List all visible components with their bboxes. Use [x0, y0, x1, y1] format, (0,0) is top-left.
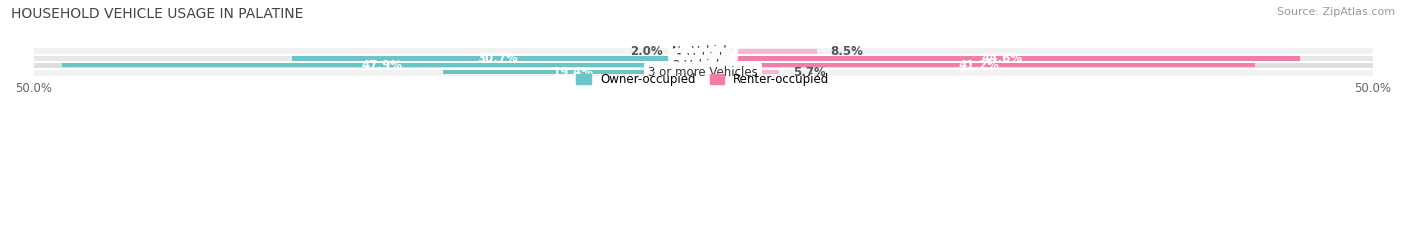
- Bar: [703, 63, 1254, 68]
- Text: 30.7%: 30.7%: [477, 52, 517, 65]
- Text: 5.7%: 5.7%: [793, 66, 825, 79]
- Text: 2.0%: 2.0%: [630, 45, 662, 58]
- Text: Source: ZipAtlas.com: Source: ZipAtlas.com: [1277, 7, 1395, 17]
- Bar: [703, 49, 817, 54]
- Text: 44.6%: 44.6%: [981, 52, 1022, 65]
- Text: 41.2%: 41.2%: [959, 59, 1000, 72]
- Bar: [34, 62, 1372, 69]
- Bar: [34, 55, 1372, 62]
- Bar: [34, 69, 1372, 76]
- Bar: [443, 70, 703, 74]
- Text: 19.4%: 19.4%: [553, 66, 593, 79]
- Bar: [34, 48, 1372, 55]
- Bar: [292, 56, 703, 61]
- Legend: Owner-occupied, Renter-occupied: Owner-occupied, Renter-occupied: [572, 68, 834, 91]
- Bar: [703, 56, 1301, 61]
- Text: 47.9%: 47.9%: [361, 59, 402, 72]
- Text: No Vehicle: No Vehicle: [672, 45, 734, 58]
- Text: 2 Vehicles: 2 Vehicles: [673, 59, 733, 72]
- Text: 8.5%: 8.5%: [830, 45, 863, 58]
- Bar: [62, 63, 703, 68]
- Bar: [703, 70, 779, 74]
- Bar: [676, 49, 703, 54]
- Text: 1 Vehicle: 1 Vehicle: [676, 52, 730, 65]
- Text: 3 or more Vehicles: 3 or more Vehicles: [648, 66, 758, 79]
- Text: HOUSEHOLD VEHICLE USAGE IN PALATINE: HOUSEHOLD VEHICLE USAGE IN PALATINE: [11, 7, 304, 21]
